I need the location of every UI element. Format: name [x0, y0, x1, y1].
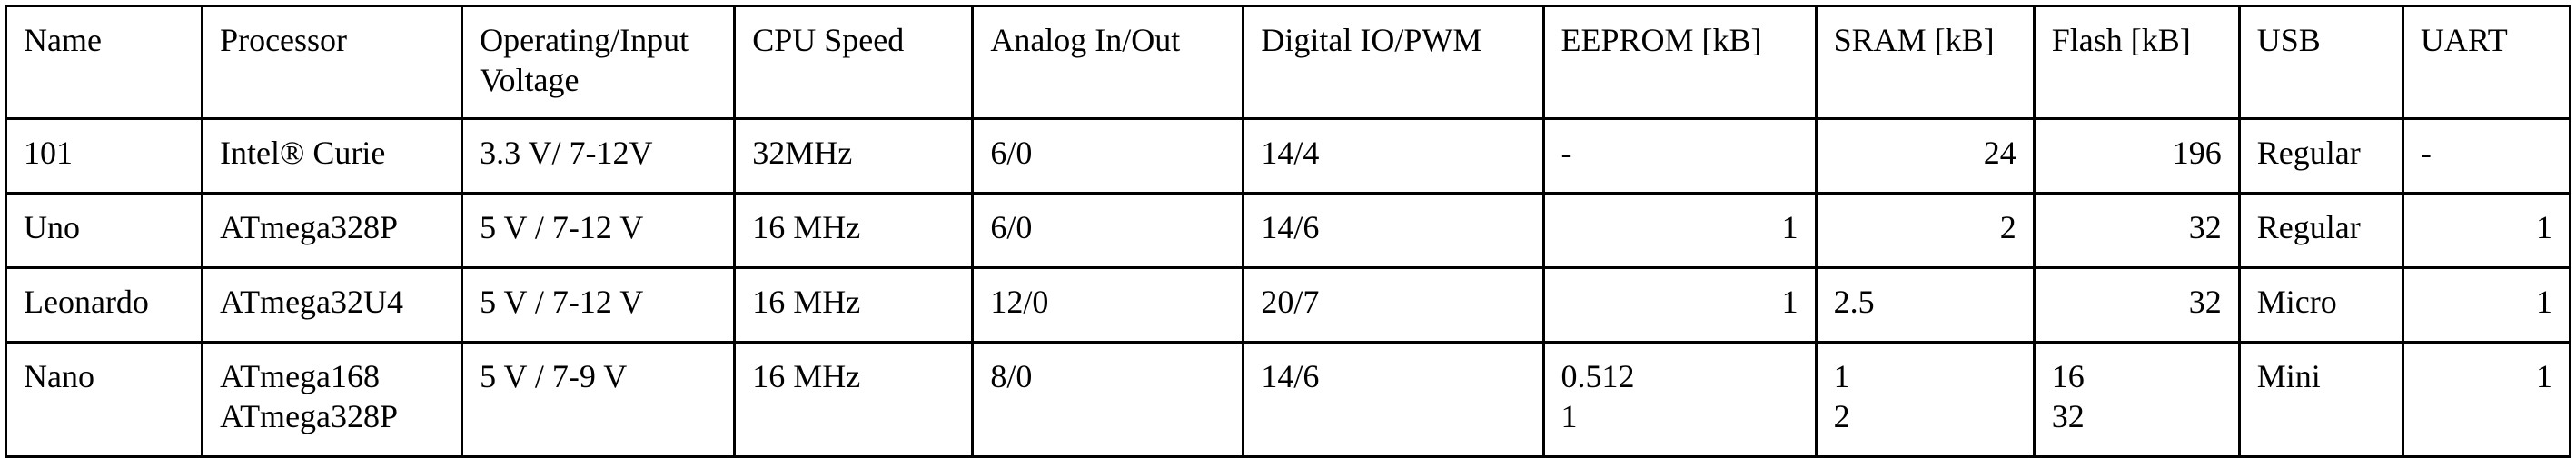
cell-name: Leonardo [4, 266, 204, 344]
cell-cpu-speed: 32MHz [733, 117, 975, 195]
cell-flash: 196 [2032, 117, 2241, 195]
cell-sram: 2 [1814, 192, 2036, 269]
cell-uart: 1 [2401, 341, 2572, 458]
cell-digital: 14/6 [1242, 341, 1545, 458]
cell-uart: - [2401, 117, 2572, 195]
cell-flash: 32 [2032, 266, 2241, 344]
flash-line: 32 [2188, 209, 2222, 245]
sram-line: 2 [1833, 398, 1850, 434]
cell-processor: Intel® Curie [201, 117, 464, 195]
eeprom-line: - [1560, 135, 1572, 171]
cell-usb: Regular [2237, 192, 2404, 269]
header-flash: Flash [kB] [2032, 5, 2241, 120]
flash-line: 196 [2172, 135, 2222, 171]
header-uart: UART [2401, 5, 2572, 120]
table-header-row: Name Processor Operating/Input Voltage C… [4, 5, 2572, 120]
cell-usb: Micro [2237, 266, 2404, 344]
cell-analog: 6/0 [971, 117, 1245, 195]
flash-line: 32 [2188, 284, 2222, 320]
sram-line: 1 [1833, 358, 1850, 394]
header-cpu-speed: CPU Speed [733, 5, 975, 120]
cell-eeprom: 1 [1541, 266, 1818, 344]
header-processor: Processor [201, 5, 464, 120]
eeprom-line: 0.512 [1560, 358, 1635, 394]
cell-cpu-speed: 16 MHz [733, 341, 975, 458]
cell-usb: Mini [2237, 341, 2404, 458]
processor-line: Intel® Curie [220, 135, 386, 171]
arduino-comparison-table: Name Processor Operating/Input Voltage C… [4, 5, 2572, 458]
sram-line: 2 [1999, 209, 2016, 245]
table-row: Nano ATmega168 ATmega328P 5 V / 7-9 V 16… [4, 341, 2572, 458]
cell-eeprom: - [1541, 117, 1818, 195]
eeprom-line: 1 [1560, 398, 1578, 434]
flash-line: 32 [2051, 398, 2085, 434]
cell-cpu-speed: 16 MHz [733, 192, 975, 269]
cell-voltage: 5 V / 7-12 V [461, 266, 737, 344]
processor-line: ATmega32U4 [220, 284, 404, 320]
cell-sram: 24 [1814, 117, 2036, 195]
cell-uart: 1 [2401, 192, 2572, 269]
cell-sram: 2.5 [1814, 266, 2036, 344]
table-row: 101 Intel® Curie 3.3 V/ 7-12V 32MHz 6/0 … [4, 117, 2572, 195]
cell-voltage: 5 V / 7-9 V [461, 341, 737, 458]
cell-usb: Regular [2237, 117, 2404, 195]
processor-line: ATmega168 [220, 358, 381, 394]
cell-digital: 20/7 [1242, 266, 1545, 344]
cell-digital: 14/6 [1242, 192, 1545, 269]
header-sram: SRAM [kB] [1814, 5, 2036, 120]
cell-flash: 32 [2032, 192, 2241, 269]
cell-analog: 8/0 [971, 341, 1245, 458]
sram-line: 2.5 [1833, 284, 1875, 320]
cell-sram: 1 2 [1814, 341, 2036, 458]
cell-flash: 16 32 [2032, 341, 2241, 458]
processor-line: ATmega328P [220, 398, 399, 434]
cell-digital: 14/4 [1242, 117, 1545, 195]
cell-processor: ATmega32U4 [201, 266, 464, 344]
header-digital: Digital IO/PWM [1242, 5, 1545, 120]
cell-eeprom: 1 [1541, 192, 1818, 269]
eeprom-line: 1 [1781, 284, 1798, 320]
processor-line: ATmega328P [220, 209, 399, 245]
cell-name: Uno [4, 192, 204, 269]
cell-name: Nano [4, 341, 204, 458]
table-row: Uno ATmega328P 5 V / 7-12 V 16 MHz 6/0 1… [4, 192, 2572, 269]
cell-uart: 1 [2401, 266, 2572, 344]
flash-line: 16 [2051, 358, 2085, 394]
cell-analog: 6/0 [971, 192, 1245, 269]
cell-name: 101 [4, 117, 204, 195]
header-eeprom: EEPROM [kB] [1541, 5, 1818, 120]
sram-line: 24 [1983, 135, 2016, 171]
cell-analog: 12/0 [971, 266, 1245, 344]
header-analog: Analog In/Out [971, 5, 1245, 120]
table-row: Leonardo ATmega32U4 5 V / 7-12 V 16 MHz … [4, 266, 2572, 344]
cell-eeprom: 0.512 1 [1541, 341, 1818, 458]
eeprom-line: 1 [1781, 209, 1798, 245]
header-name: Name [4, 5, 204, 120]
cell-voltage: 5 V / 7-12 V [461, 192, 737, 269]
cell-processor: ATmega328P [201, 192, 464, 269]
cell-voltage: 3.3 V/ 7-12V [461, 117, 737, 195]
cell-processor: ATmega168 ATmega328P [201, 341, 464, 458]
header-voltage: Operating/Input Voltage [461, 5, 737, 120]
cell-cpu-speed: 16 MHz [733, 266, 975, 344]
header-usb: USB [2237, 5, 2404, 120]
